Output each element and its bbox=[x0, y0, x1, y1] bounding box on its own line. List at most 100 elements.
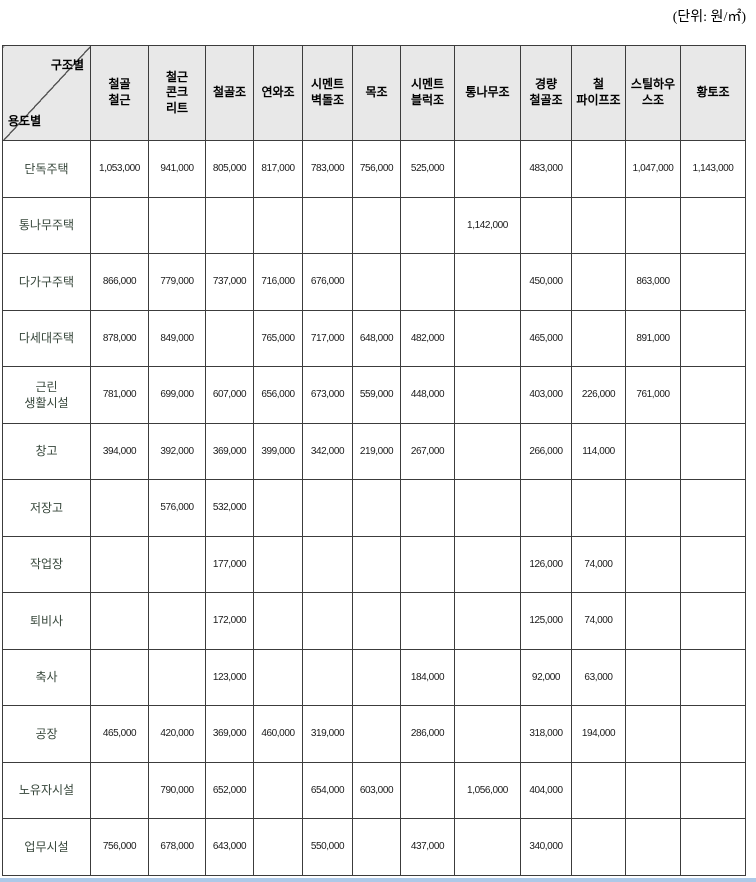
row-label: 작업장 bbox=[2, 535, 91, 593]
column-header: 철골 철근 bbox=[90, 45, 149, 141]
value-cell bbox=[680, 253, 746, 311]
value-cell bbox=[625, 592, 681, 650]
value-cell: 219,000 bbox=[352, 422, 401, 480]
value-cell bbox=[253, 479, 303, 537]
table-row: 노유자시설 790,000 652,000 654,000 603,000 1,056,0… bbox=[2, 761, 746, 819]
value-cell: 340,000 bbox=[520, 818, 572, 876]
table-row: 퇴비사 172,000 125,000 74,000 bbox=[2, 592, 746, 650]
value-cell: 783,000 bbox=[302, 140, 353, 198]
value-cell: 74,000 bbox=[571, 535, 626, 593]
column-header: 시멘트 블럭조 bbox=[400, 45, 455, 141]
value-cell: 941,000 bbox=[148, 140, 206, 198]
window-bottom-edge bbox=[0, 878, 756, 882]
value-cell bbox=[148, 535, 206, 593]
value-cell: 654,000 bbox=[302, 761, 353, 819]
value-cell: 226,000 bbox=[571, 366, 626, 424]
value-cell bbox=[400, 479, 455, 537]
value-cell bbox=[454, 140, 521, 198]
value-cell bbox=[625, 818, 681, 876]
value-cell bbox=[400, 535, 455, 593]
row-label: 다가구주택 bbox=[2, 253, 91, 311]
table-row: 공장 465,000 420,000 369,000 460,000 319,000 286… bbox=[2, 705, 746, 763]
value-cell bbox=[454, 648, 521, 706]
value-cell: 318,000 bbox=[520, 705, 572, 763]
value-cell: 878,000 bbox=[90, 309, 149, 367]
value-cell: 559,000 bbox=[352, 366, 401, 424]
value-cell: 756,000 bbox=[352, 140, 401, 198]
value-cell: 114,000 bbox=[571, 422, 626, 480]
value-cell: 648,000 bbox=[352, 309, 401, 367]
value-cell: 550,000 bbox=[302, 818, 353, 876]
value-cell bbox=[625, 422, 681, 480]
value-cell: 643,000 bbox=[205, 818, 254, 876]
column-header: 목조 bbox=[352, 45, 401, 141]
column-header: 경량 철골조 bbox=[520, 45, 572, 141]
value-cell: 817,000 bbox=[253, 140, 303, 198]
value-cell: 656,000 bbox=[253, 366, 303, 424]
column-header: 통나무조 bbox=[454, 45, 521, 141]
column-header: 철골조 bbox=[205, 45, 254, 141]
value-cell: 369,000 bbox=[205, 422, 254, 480]
value-cell bbox=[571, 196, 626, 254]
value-cell: 460,000 bbox=[253, 705, 303, 763]
value-cell: 676,000 bbox=[302, 253, 353, 311]
value-cell bbox=[625, 196, 681, 254]
value-cell bbox=[680, 422, 746, 480]
value-cell bbox=[680, 592, 746, 650]
value-cell bbox=[352, 253, 401, 311]
table-row: 다세대주택 878,000 849,000 765,000 717,000 648,000… bbox=[2, 309, 746, 367]
value-cell: 678,000 bbox=[148, 818, 206, 876]
value-cell: 607,000 bbox=[205, 366, 254, 424]
value-cell bbox=[454, 253, 521, 311]
value-cell bbox=[520, 196, 572, 254]
price-table: 구조별 용도별 철골 철근 철근 콘크 리트 철골조 연와조 시멘트 벽돌조 목조 시멘트 … bbox=[2, 45, 746, 876]
table-row: 업무시설 756,000 678,000 643,000 550,000 437,000 3… bbox=[2, 818, 746, 876]
value-cell bbox=[680, 366, 746, 424]
value-cell bbox=[571, 818, 626, 876]
value-cell bbox=[454, 818, 521, 876]
value-cell bbox=[400, 253, 455, 311]
row-label: 업무시설 bbox=[2, 818, 91, 876]
column-header: 철 파이프조 bbox=[571, 45, 626, 141]
value-cell: 450,000 bbox=[520, 253, 572, 311]
value-cell bbox=[680, 535, 746, 593]
column-header: 스틸하우 스조 bbox=[625, 45, 681, 141]
table-row: 통나무주택 1,142,000 bbox=[2, 196, 746, 254]
value-cell bbox=[352, 705, 401, 763]
unit-label: (단위: 원/㎡) bbox=[672, 10, 746, 25]
value-cell bbox=[680, 761, 746, 819]
value-cell bbox=[90, 479, 149, 537]
value-cell: 266,000 bbox=[520, 422, 572, 480]
value-cell bbox=[571, 253, 626, 311]
value-cell: 863,000 bbox=[625, 253, 681, 311]
value-cell bbox=[625, 761, 681, 819]
value-cell bbox=[352, 196, 401, 254]
value-cell bbox=[625, 705, 681, 763]
table-row: 다가구주택 866,000 779,000 737,000 716,000 676,000… bbox=[2, 253, 746, 311]
value-cell: 392,000 bbox=[148, 422, 206, 480]
row-label: 퇴비사 bbox=[2, 592, 91, 650]
value-cell: 126,000 bbox=[520, 535, 572, 593]
value-cell: 465,000 bbox=[90, 705, 149, 763]
value-cell bbox=[680, 705, 746, 763]
value-cell bbox=[454, 366, 521, 424]
value-cell: 286,000 bbox=[400, 705, 455, 763]
column-header: 철근 콘크 리트 bbox=[148, 45, 206, 141]
value-cell bbox=[352, 592, 401, 650]
value-cell bbox=[625, 648, 681, 706]
value-cell bbox=[454, 592, 521, 650]
value-cell: 123,000 bbox=[205, 648, 254, 706]
value-cell: 1,056,000 bbox=[454, 761, 521, 819]
value-cell: 779,000 bbox=[148, 253, 206, 311]
value-cell bbox=[454, 309, 521, 367]
row-label: 노유자시설 bbox=[2, 761, 91, 819]
value-cell: 525,000 bbox=[400, 140, 455, 198]
value-cell: 404,000 bbox=[520, 761, 572, 819]
value-cell: 603,000 bbox=[352, 761, 401, 819]
value-cell: 1,053,000 bbox=[90, 140, 149, 198]
value-cell bbox=[400, 592, 455, 650]
value-cell bbox=[400, 761, 455, 819]
table-row: 단독주택 1,053,000 941,000 805,000 817,000 783,00… bbox=[2, 140, 746, 198]
value-cell: 125,000 bbox=[520, 592, 572, 650]
column-header: 시멘트 벽돌조 bbox=[302, 45, 353, 141]
